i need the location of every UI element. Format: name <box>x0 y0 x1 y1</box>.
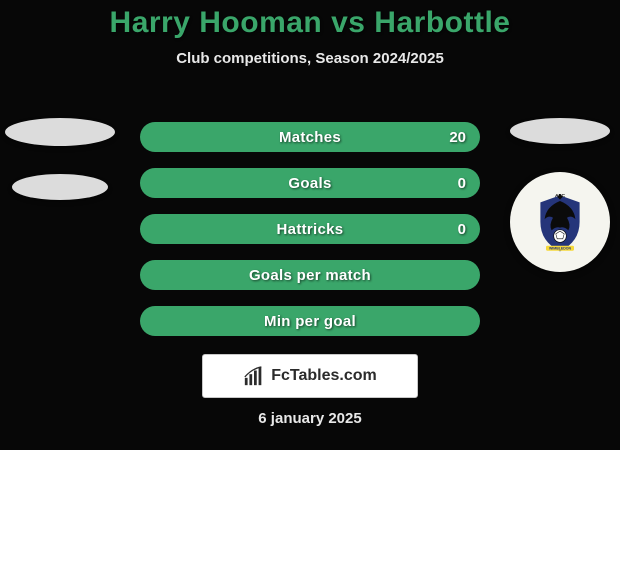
player-placeholder-ellipse <box>12 174 108 200</box>
player-placeholder-ellipse <box>5 118 115 146</box>
comparison-card: Harry Hooman vs Harbottle Club competiti… <box>0 0 620 450</box>
stat-value: 0 <box>458 221 466 238</box>
stat-row-matches: Matches 20 <box>140 122 480 152</box>
stat-row-hattricks: Hattricks 0 <box>140 214 480 244</box>
player-placeholder-ellipse <box>510 118 610 144</box>
stat-label: Goals per match <box>249 267 371 284</box>
svg-text:WIMBLEDON: WIMBLEDON <box>549 246 571 250</box>
stats-list: Matches 20 Goals 0 Hattricks 0 Goals per… <box>140 122 480 336</box>
club-crest-badge: AFC WIMBLEDON <box>510 172 610 272</box>
stat-row-goals: Goals 0 <box>140 168 480 198</box>
stat-label: Matches <box>279 129 341 146</box>
stat-label: Goals <box>288 175 331 192</box>
brand-text: FcTables.com <box>271 367 377 385</box>
bottom-whitespace <box>0 450 620 580</box>
afc-wimbledon-crest-icon: AFC WIMBLEDON <box>525 187 595 257</box>
left-player-column <box>0 118 120 200</box>
stat-label: Hattricks <box>277 221 344 238</box>
stat-value: 0 <box>458 175 466 192</box>
svg-text:AFC: AFC <box>555 193 566 199</box>
right-player-column: AFC WIMBLEDON <box>500 118 620 272</box>
subtitle: Club competitions, Season 2024/2025 <box>0 50 620 67</box>
stat-value: 20 <box>449 129 466 146</box>
stat-row-goals-per-match: Goals per match <box>140 260 480 290</box>
page-title: Harry Hooman vs Harbottle <box>0 6 620 40</box>
stat-label: Min per goal <box>264 313 356 330</box>
date-text: 6 january 2025 <box>0 410 620 427</box>
bar-chart-icon <box>243 365 265 387</box>
brand-box: FcTables.com <box>202 354 418 398</box>
stat-row-min-per-goal: Min per goal <box>140 306 480 336</box>
